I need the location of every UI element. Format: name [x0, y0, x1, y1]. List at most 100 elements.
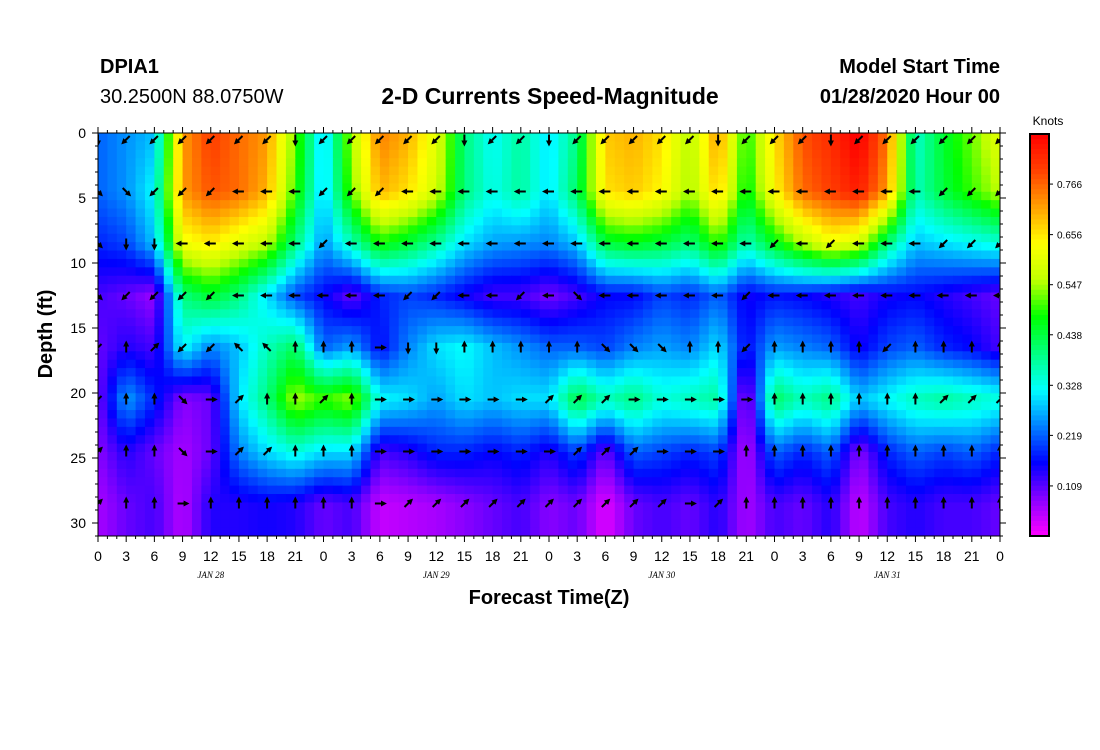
heatmap-cell [652, 477, 663, 487]
heatmap-cell [746, 519, 757, 529]
heatmap-cell [595, 426, 606, 436]
heatmap-cell [971, 250, 982, 260]
heatmap-cell [549, 309, 559, 319]
heatmap-cell [511, 376, 522, 386]
heatmap-cell [736, 300, 747, 310]
heatmap-cell [624, 485, 635, 495]
heatmap-cell [379, 133, 390, 142]
y-tick-label: 15 [70, 320, 86, 336]
heatmap-cell [934, 300, 945, 310]
heatmap-cell [830, 258, 841, 268]
heatmap-cell [220, 452, 231, 462]
heatmap-cell [417, 452, 428, 462]
heatmap-cell [323, 300, 334, 310]
heatmap-cell [135, 410, 146, 420]
heatmap-cell [755, 225, 766, 235]
heatmap-cell [577, 435, 588, 445]
heatmap-cell [887, 166, 898, 176]
heatmap-cell [793, 477, 804, 487]
heatmap-cell [154, 443, 165, 453]
heatmap-cell [464, 292, 475, 302]
heatmap-cell [718, 401, 729, 411]
heatmap-cell [605, 468, 616, 478]
heatmap-cell [971, 309, 982, 319]
heatmap-cell [520, 208, 531, 218]
heatmap-cell [793, 342, 804, 352]
heatmap-cell [257, 401, 268, 411]
heatmap-cell [98, 258, 108, 268]
heatmap-cell [126, 443, 137, 453]
heatmap-cell [680, 384, 691, 394]
heatmap-cell [595, 183, 606, 193]
heatmap-cell [689, 359, 700, 369]
heatmap-cell [144, 435, 155, 445]
heatmap-cell [201, 384, 212, 394]
heatmap-cell [248, 418, 259, 428]
heatmap-cell [502, 418, 513, 428]
heatmap-cell [332, 334, 343, 344]
heatmap-cell [699, 494, 710, 504]
heatmap-cell [680, 133, 691, 142]
heatmap-cell [389, 258, 400, 268]
heatmap-cell [408, 527, 419, 536]
heatmap-cell [849, 242, 860, 252]
heatmap-cell [144, 342, 155, 352]
heatmap-cell [567, 275, 578, 285]
heatmap-cell [408, 250, 419, 260]
heatmap-cell [689, 233, 700, 243]
heatmap-cell [859, 250, 870, 260]
heatmap-cell [210, 326, 221, 336]
heatmap-cell [464, 393, 475, 403]
heatmap-cell [295, 351, 306, 361]
heatmap-cell [492, 300, 503, 310]
heatmap-cell [436, 468, 447, 478]
heatmap-cell [483, 368, 494, 378]
heatmap-cell [511, 342, 522, 352]
heatmap-cell [426, 410, 437, 420]
heatmap-cell [539, 527, 550, 536]
heatmap-cell [802, 418, 813, 428]
heatmap-cell [680, 275, 691, 285]
heatmap-cell [981, 309, 992, 319]
heatmap-cell [595, 233, 606, 243]
heatmap-cell [276, 443, 287, 453]
heatmap-cell [116, 309, 127, 319]
heatmap-cell [990, 275, 1000, 285]
heatmap-cell [116, 368, 127, 378]
heatmap-cell [915, 225, 926, 235]
heatmap-cell [821, 233, 832, 243]
heatmap-cell [417, 418, 428, 428]
heatmap-cell [511, 225, 522, 235]
heatmap-cell [332, 284, 343, 294]
heatmap-cell [962, 401, 973, 411]
heatmap-cell [285, 452, 296, 462]
heatmap-cell [182, 183, 193, 193]
heatmap-cell [445, 275, 456, 285]
heatmap-cell [614, 225, 625, 235]
heatmap-cell [257, 191, 268, 201]
heatmap-cell [699, 334, 710, 344]
heatmap-cell [924, 502, 935, 512]
heatmap-cell [436, 200, 447, 210]
heatmap-cell [295, 133, 306, 142]
heatmap-cell [614, 292, 625, 302]
heatmap-cell [633, 208, 644, 218]
heatmap-cell [323, 141, 334, 151]
heatmap-cell [896, 200, 907, 210]
heatmap-cell [736, 174, 747, 184]
heatmap-cell [746, 376, 757, 386]
heatmap-cell [577, 527, 588, 536]
heatmap-cell [915, 510, 926, 520]
heatmap-cell [840, 468, 851, 478]
heatmap-cell [238, 401, 249, 411]
heatmap-cell [953, 334, 964, 344]
heatmap-cell [426, 477, 437, 487]
heatmap-cell [765, 410, 776, 420]
heatmap-cell [182, 225, 193, 235]
heatmap-cell [154, 351, 165, 361]
heatmap-cell [107, 494, 118, 504]
heatmap-cell [859, 317, 870, 327]
heatmap-cell [135, 317, 146, 327]
heatmap-cell [455, 426, 466, 436]
